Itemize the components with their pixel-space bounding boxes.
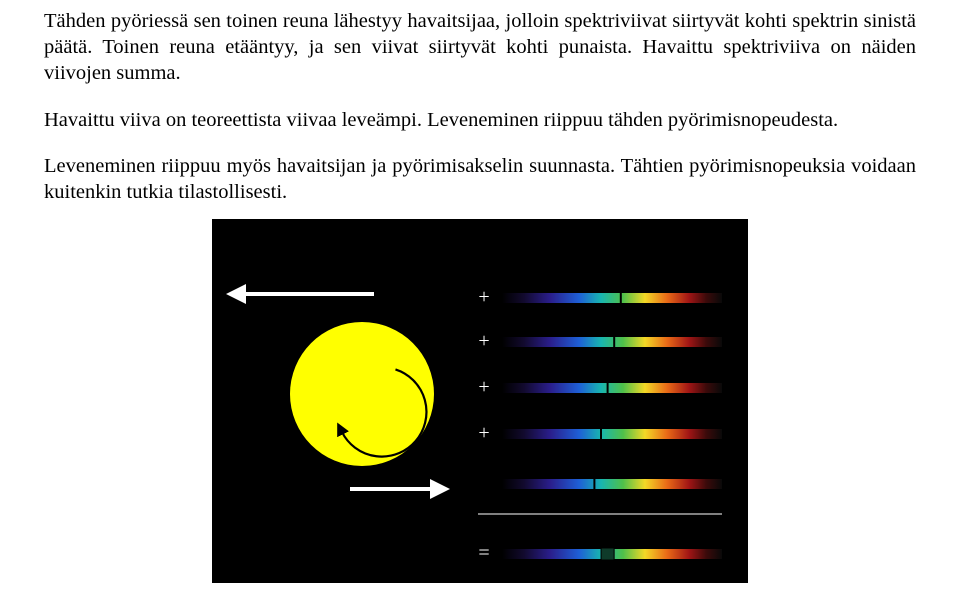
svg-text:=: = [478,542,489,564]
svg-text:+: + [478,422,489,444]
svg-text:+: + [478,330,489,352]
paragraph-2: Havaittu viiva on teoreettista viivaa le… [44,107,916,133]
paragraph-3: Leveneminen riippuu myös havaitsijan ja … [44,153,916,205]
doppler-diagram-svg: + + + + = [212,219,748,583]
svg-text:+: + [478,376,489,398]
svg-text:+: + [478,286,489,308]
paragraph-1: Tähden pyöriessä sen toinen reuna lähest… [44,8,916,87]
doppler-broadening-diagram: + + + + = [212,219,748,583]
